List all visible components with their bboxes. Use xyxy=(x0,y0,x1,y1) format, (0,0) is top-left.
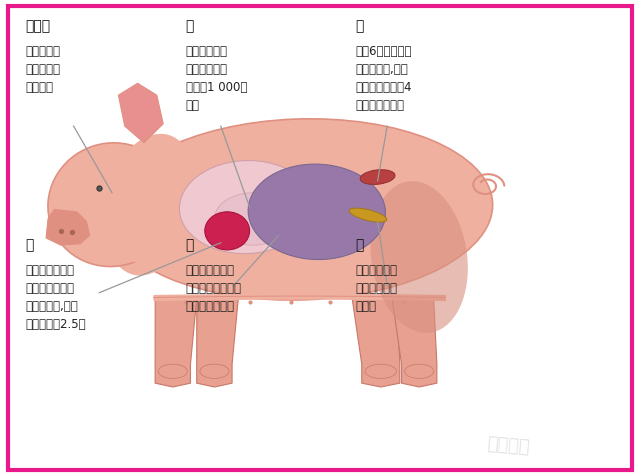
Ellipse shape xyxy=(109,119,493,300)
Text: 经过基因修饰的
猪的心脏移植入
猕猴体内后,后者
存活时间为2.5年: 经过基因修饰的 猪的心脏移植入 猕猴体内后,后者 存活时间为2.5年 xyxy=(26,264,86,331)
Ellipse shape xyxy=(48,143,176,267)
Text: 胰: 胰 xyxy=(355,238,364,252)
Polygon shape xyxy=(118,83,163,143)
Polygon shape xyxy=(196,298,239,387)
Ellipse shape xyxy=(371,181,468,333)
Ellipse shape xyxy=(104,134,196,276)
Ellipse shape xyxy=(214,193,291,245)
Text: 眼角膜: 眼角膜 xyxy=(26,19,51,33)
Ellipse shape xyxy=(365,364,396,378)
Ellipse shape xyxy=(158,364,188,378)
Ellipse shape xyxy=(360,169,395,185)
Ellipse shape xyxy=(179,160,314,254)
Text: 北京时报: 北京时报 xyxy=(486,435,531,457)
Ellipse shape xyxy=(404,364,434,378)
Text: 肾: 肾 xyxy=(355,19,364,33)
Text: 胰岛细胞的三
期临床试验正
在进行: 胰岛细胞的三 期临床试验正 在进行 xyxy=(355,264,397,313)
Text: 肝: 肝 xyxy=(186,238,194,252)
Ellipse shape xyxy=(108,136,193,264)
Ellipse shape xyxy=(248,164,385,259)
Text: 心: 心 xyxy=(26,238,34,252)
Text: 肺: 肺 xyxy=(186,19,194,33)
Polygon shape xyxy=(46,209,90,245)
Text: 猪的肝脏可以产
生抵御灵长类动物
免疫细胞的抗体: 猪的肝脏可以产 生抵御灵长类动物 免疫细胞的抗体 xyxy=(186,264,242,313)
Polygon shape xyxy=(352,298,400,387)
Ellipse shape xyxy=(349,208,387,222)
Text: 一家正在建设
的农场计划每
年生产1 000只
猪肺: 一家正在建设 的农场计划每 年生产1 000只 猪肺 xyxy=(186,45,247,112)
Text: 经过6处基因修饰
的猪的肾脏,可以
在猕猴体内达到4
个月的存活时间: 经过6处基因修饰 的猪的肾脏,可以 在猕猴体内达到4 个月的存活时间 xyxy=(355,45,412,112)
Text: 猪的眼角膜
已获批进入
中国市场: 猪的眼角膜 已获批进入 中国市场 xyxy=(26,45,61,94)
Polygon shape xyxy=(155,298,197,387)
Ellipse shape xyxy=(200,364,229,378)
Ellipse shape xyxy=(205,212,250,250)
Polygon shape xyxy=(392,298,437,387)
